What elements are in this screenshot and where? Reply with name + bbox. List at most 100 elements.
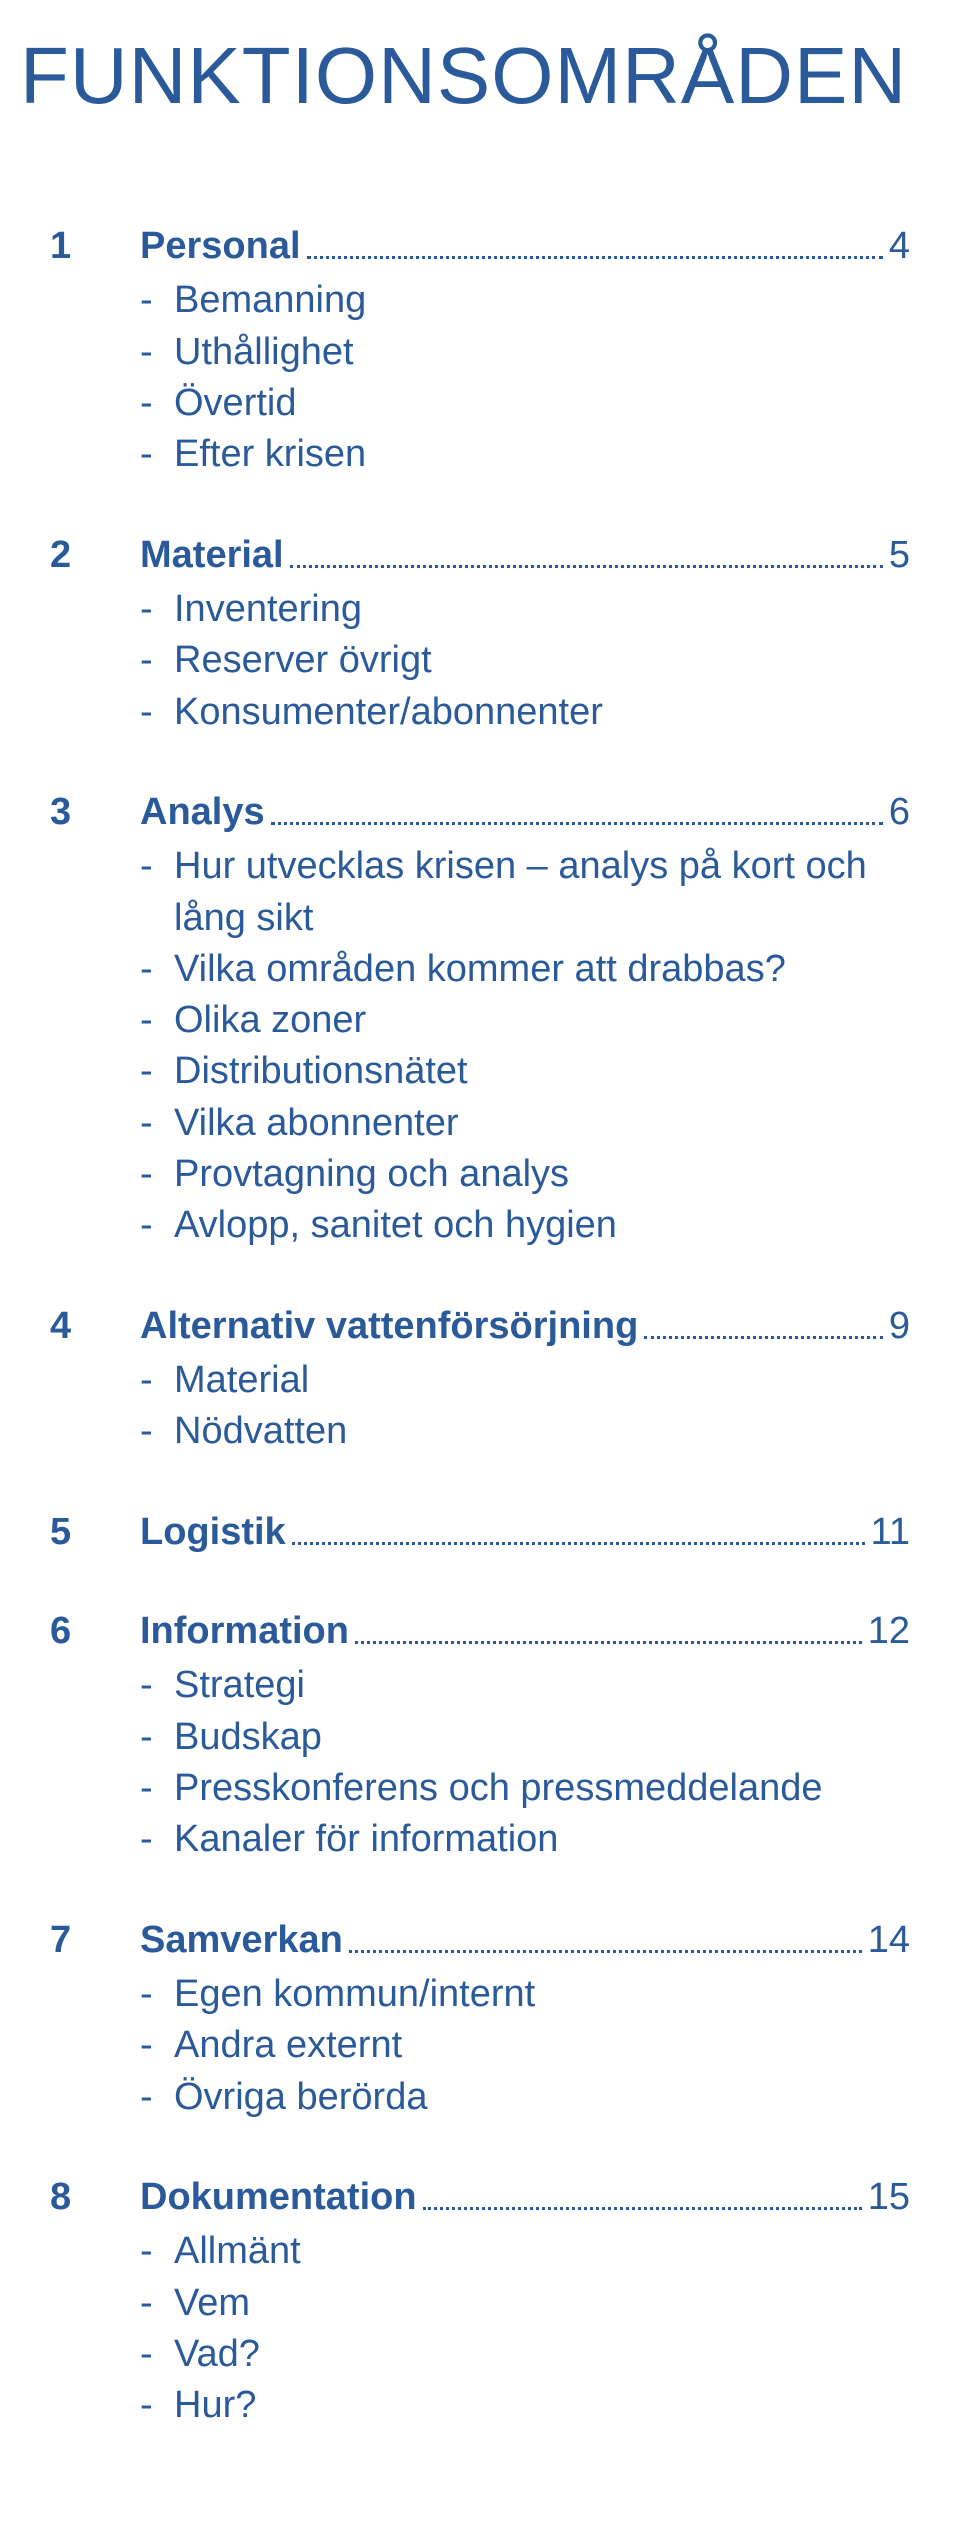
- toc-row: 1Personal 4: [50, 222, 910, 271]
- toc-sub-item: -Efter krisen: [140, 429, 910, 480]
- toc-section-number: 3: [50, 788, 140, 837]
- toc-leader-dots: [423, 2207, 862, 2210]
- toc-page-number: 6: [889, 788, 910, 837]
- toc-section-number: 1: [50, 222, 140, 271]
- page-title: FUNKTIONSOMRÅDEN: [20, 30, 910, 122]
- bullet-dash-icon: -: [140, 275, 174, 326]
- toc-page-number: 4: [889, 222, 910, 271]
- bullet-dash-icon: -: [140, 635, 174, 686]
- toc-row: 4Alternativ vattenförsörjning9: [50, 1302, 910, 1351]
- toc-leader-dots: [307, 256, 883, 259]
- toc-sub-item-label: Presskonferens och pressmeddelande: [174, 1763, 910, 1814]
- toc-sub-item-label: Budskap: [174, 1712, 910, 1763]
- toc-sublist: -Egen kommun/internt-Andra externt-Övrig…: [140, 1969, 910, 2123]
- toc-section: 8Dokumentation15-Allmänt-Vem-Vad?-Hur?: [50, 2173, 910, 2432]
- toc-sub-item: -Olika zoner: [140, 995, 910, 1046]
- toc-sub-item: -Avlopp, sanitet och hygien: [140, 1200, 910, 1251]
- toc-section: 2Material5-Inventering-Reserver övrigt-K…: [50, 531, 910, 738]
- toc-sub-item: -Egen kommun/internt: [140, 1969, 910, 2020]
- toc-section-number: 4: [50, 1302, 140, 1351]
- toc-sub-item: -Allmänt: [140, 2226, 910, 2277]
- toc-section-number: 8: [50, 2173, 140, 2222]
- toc-leader-dots: [290, 565, 883, 568]
- toc-sublist: -Bemanning-Uthållighet-Övertid-Efter kri…: [140, 275, 910, 480]
- toc-sublist: -Material-Nödvatten: [140, 1355, 910, 1458]
- toc-section: 1Personal4-Bemanning-Uthållighet-Övertid…: [50, 222, 910, 481]
- toc-leader-dots: [644, 1336, 883, 1339]
- toc-page-number: 15: [868, 2173, 910, 2222]
- toc-section-number: 5: [50, 1508, 140, 1557]
- table-of-contents: 1Personal4-Bemanning-Uthållighet-Övertid…: [50, 222, 910, 2431]
- toc-section-number: 6: [50, 1607, 140, 1656]
- bullet-dash-icon: -: [140, 995, 174, 1046]
- toc-sub-item: -Bemanning: [140, 275, 910, 326]
- toc-sub-item: -Inventering: [140, 584, 910, 635]
- bullet-dash-icon: -: [140, 2020, 174, 2071]
- toc-row: 7Samverkan 14: [50, 1916, 910, 1965]
- toc-sub-item: -Andra externt: [140, 2020, 910, 2071]
- toc-sub-item-label: Övriga berörda: [174, 2072, 910, 2123]
- toc-sub-item-label: Efter krisen: [174, 429, 910, 480]
- bullet-dash-icon: -: [140, 1814, 174, 1865]
- toc-sub-item-label: Hur utvecklas krisen – analys på kort oc…: [174, 841, 910, 944]
- toc-row: 8Dokumentation15: [50, 2173, 910, 2222]
- toc-title-wrap: Information12: [140, 1607, 910, 1656]
- toc-sub-item-label: Bemanning: [174, 275, 910, 326]
- toc-sub-item-label: Andra externt: [174, 2020, 910, 2071]
- toc-section-title: Information: [140, 1607, 349, 1656]
- toc-title-wrap: Material5: [140, 531, 910, 580]
- bullet-dash-icon: -: [140, 378, 174, 429]
- toc-sub-item-label: Inventering: [174, 584, 910, 635]
- bullet-dash-icon: -: [140, 2072, 174, 2123]
- bullet-dash-icon: -: [140, 1098, 174, 1149]
- toc-sub-item: -Presskonferens och pressmeddelande: [140, 1763, 910, 1814]
- bullet-dash-icon: -: [140, 327, 174, 378]
- toc-sub-item-label: Övertid: [174, 378, 910, 429]
- bullet-dash-icon: -: [140, 1712, 174, 1763]
- toc-section-number: 2: [50, 531, 140, 580]
- page-container: FUNKTIONSOMRÅDEN 1Personal4-Bemanning-Ut…: [0, 0, 960, 2531]
- toc-sub-item: -Konsumenter/abonnenter: [140, 687, 910, 738]
- bullet-dash-icon: -: [140, 944, 174, 995]
- toc-sub-item-label: Konsumenter/abonnenter: [174, 687, 910, 738]
- toc-section-number: 7: [50, 1916, 140, 1965]
- toc-section-title: Logistik: [140, 1508, 286, 1557]
- bullet-dash-icon: -: [140, 2380, 174, 2431]
- bullet-dash-icon: -: [140, 2278, 174, 2329]
- toc-page-number: 14: [868, 1916, 910, 1965]
- toc-section-title: Samverkan: [140, 1916, 343, 1965]
- toc-sub-item: -Vem: [140, 2278, 910, 2329]
- toc-sub-item-label: Hur?: [174, 2380, 910, 2431]
- toc-sub-item: -Kanaler för information: [140, 1814, 910, 1865]
- toc-sub-item-label: Kanaler för information: [174, 1814, 910, 1865]
- toc-sub-item-label: Egen kommun/internt: [174, 1969, 910, 2020]
- toc-section-title: Analys: [140, 788, 265, 837]
- toc-sub-item: -Vad?: [140, 2329, 910, 2380]
- toc-title-wrap: Dokumentation15: [140, 2173, 910, 2222]
- toc-sub-item: -Vilka abonnenter: [140, 1098, 910, 1149]
- bullet-dash-icon: -: [140, 1969, 174, 2020]
- toc-sublist: -Hur utvecklas krisen – analys på kort o…: [140, 841, 910, 1251]
- toc-sub-item: -Uthållighet: [140, 327, 910, 378]
- toc-section-title: Alternativ vattenförsörjning: [140, 1302, 638, 1351]
- bullet-dash-icon: -: [140, 687, 174, 738]
- toc-sub-item: -Övriga berörda: [140, 2072, 910, 2123]
- bullet-dash-icon: -: [140, 584, 174, 635]
- bullet-dash-icon: -: [140, 1763, 174, 1814]
- toc-title-wrap: Logistik11: [140, 1508, 910, 1557]
- toc-section-title: Personal: [140, 222, 301, 271]
- spacer: [50, 1557, 910, 1607]
- toc-sublist: -Allmänt-Vem-Vad?-Hur?: [140, 2226, 910, 2431]
- toc-section: 4Alternativ vattenförsörjning9-Material-…: [50, 1302, 910, 1458]
- toc-title-wrap: Personal 4: [140, 222, 910, 271]
- toc-sub-item-label: Allmänt: [174, 2226, 910, 2277]
- toc-sub-item: -Hur utvecklas krisen – analys på kort o…: [140, 841, 910, 944]
- toc-sub-item: -Strategi: [140, 1660, 910, 1711]
- toc-sub-item-label: Reserver övrigt: [174, 635, 910, 686]
- toc-row: 3Analys 6: [50, 788, 910, 837]
- toc-section: 6Information12-Strategi-Budskap-Presskon…: [50, 1607, 910, 1866]
- toc-section: 5Logistik11: [50, 1508, 910, 1607]
- toc-sub-item-label: Strategi: [174, 1660, 910, 1711]
- toc-sub-item: -Vilka områden kommer att drabbas?: [140, 944, 910, 995]
- toc-sublist: -Strategi-Budskap-Presskonferens och pre…: [140, 1660, 910, 1865]
